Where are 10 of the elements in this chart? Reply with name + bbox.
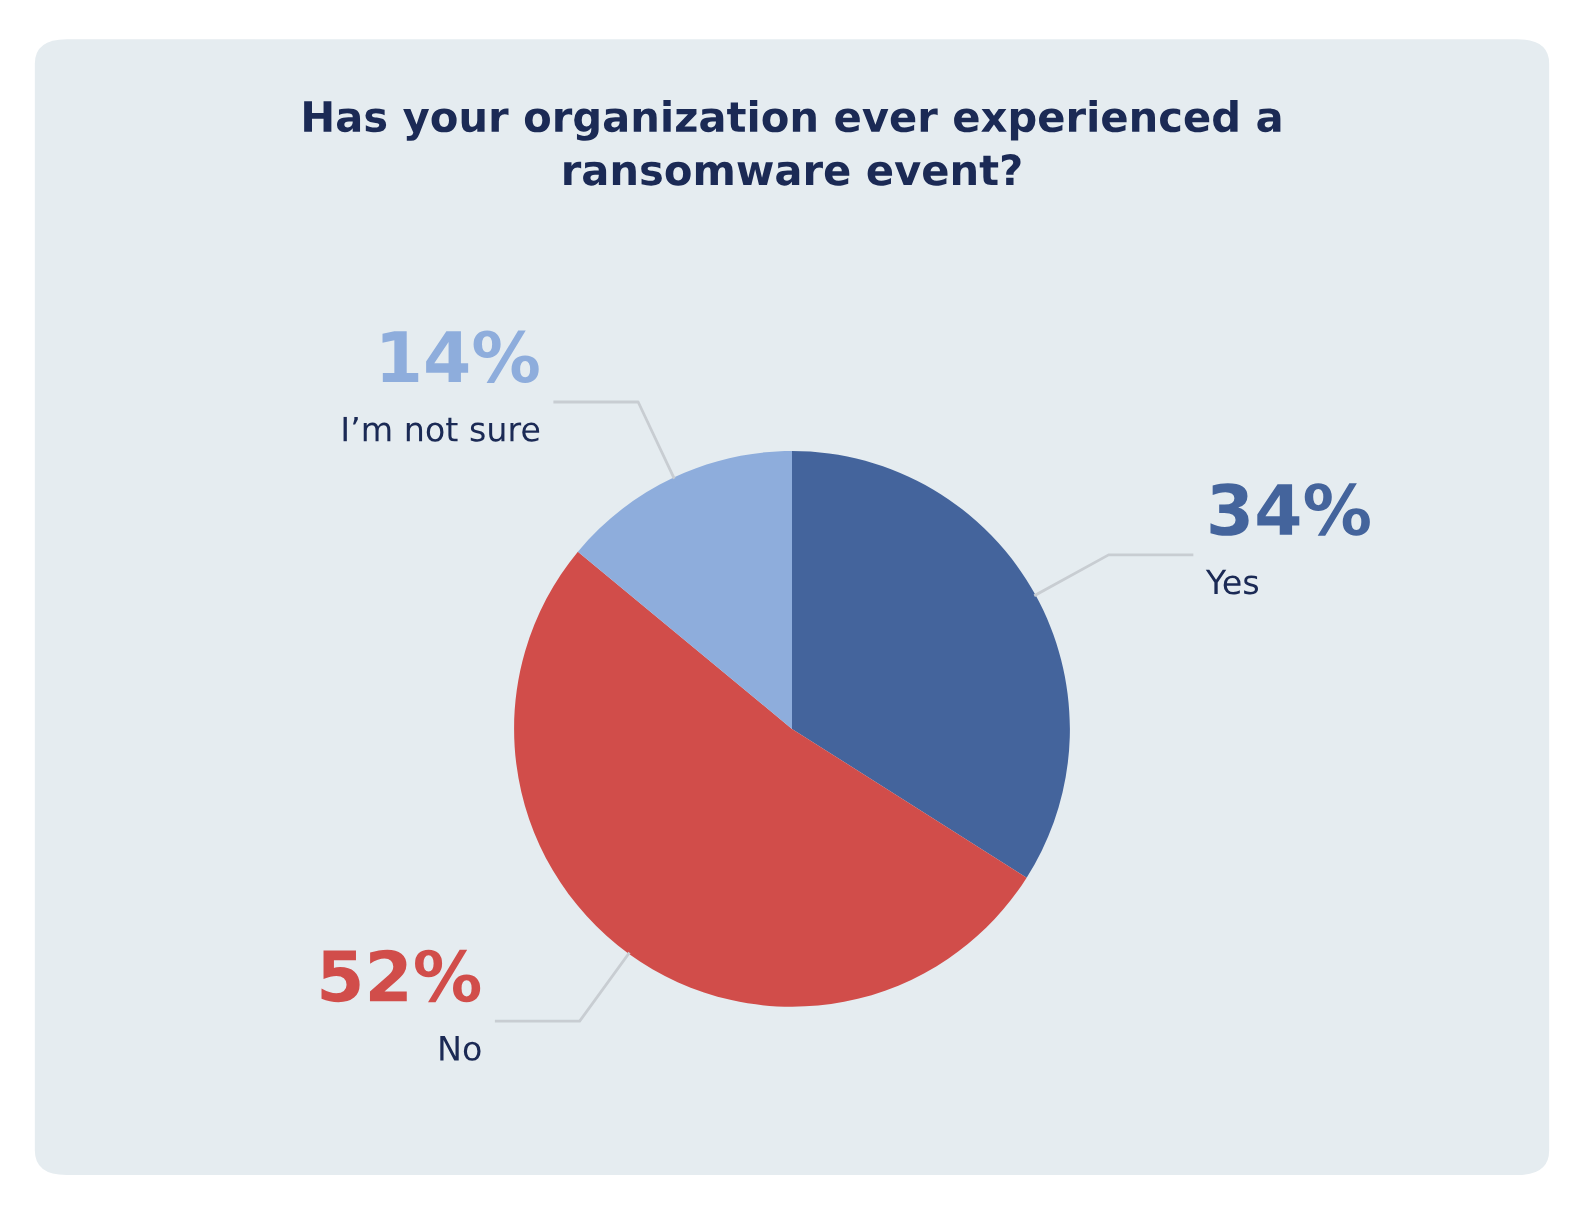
data-label: 34% [1210,483,1370,536]
pie-slice [792,450,1070,878]
chart-title: Has your organization ever experienced a ransomware event? [304,100,1281,186]
pie-slice [514,551,1027,1007]
data-label: 52% [321,949,481,1003]
pie-slice [577,450,792,729]
slice-label: I’m not sure [343,416,540,442]
data-label: 14% [382,330,539,383]
slice-label: Yes [1205,569,1259,595]
slice-label: No [440,1036,481,1061]
